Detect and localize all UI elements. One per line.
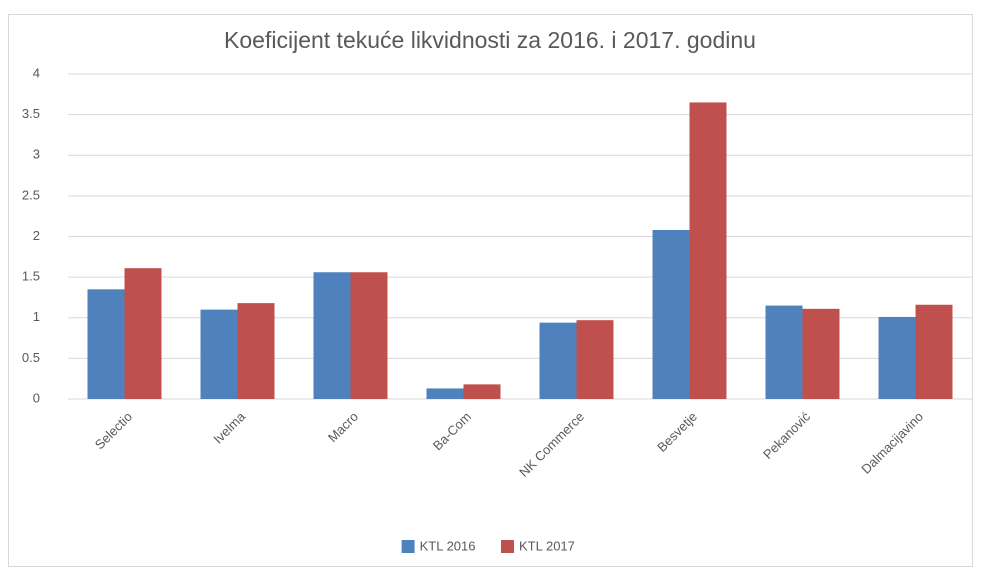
bar: [915, 304, 953, 399]
y-tick-label: 1.5: [22, 269, 40, 284]
y-tick-label: 0.5: [22, 350, 40, 365]
bar: [539, 322, 577, 399]
y-tick-label: 2.5: [22, 187, 40, 202]
bar: [878, 316, 916, 399]
bar: [350, 272, 388, 399]
chart-frame: [8, 14, 973, 567]
bar: [200, 309, 238, 399]
bar: [313, 272, 351, 399]
y-tick-label: 2: [33, 228, 40, 243]
bar: [426, 388, 464, 399]
bar: [576, 320, 614, 399]
legend-swatch: [501, 540, 514, 553]
legend-label: KTL 2016: [420, 538, 476, 553]
y-tick-label: 3.5: [22, 106, 40, 121]
bar: [765, 305, 803, 399]
bar: [689, 102, 727, 399]
bar: [463, 384, 501, 399]
legend-label: KTL 2017: [519, 538, 575, 553]
bar: [87, 289, 125, 399]
bar: [802, 308, 840, 399]
chart-title: Koeficijent tekuće likvidnosti za 2016. …: [224, 27, 756, 53]
bar: [652, 230, 690, 399]
bar: [237, 303, 275, 399]
legend-swatch: [401, 540, 415, 553]
y-tick-label: 1: [33, 309, 40, 324]
bar: [124, 268, 162, 399]
y-tick-label: 4: [33, 65, 40, 80]
y-tick-label: 3: [33, 147, 40, 162]
y-tick-label: 0: [33, 390, 40, 405]
